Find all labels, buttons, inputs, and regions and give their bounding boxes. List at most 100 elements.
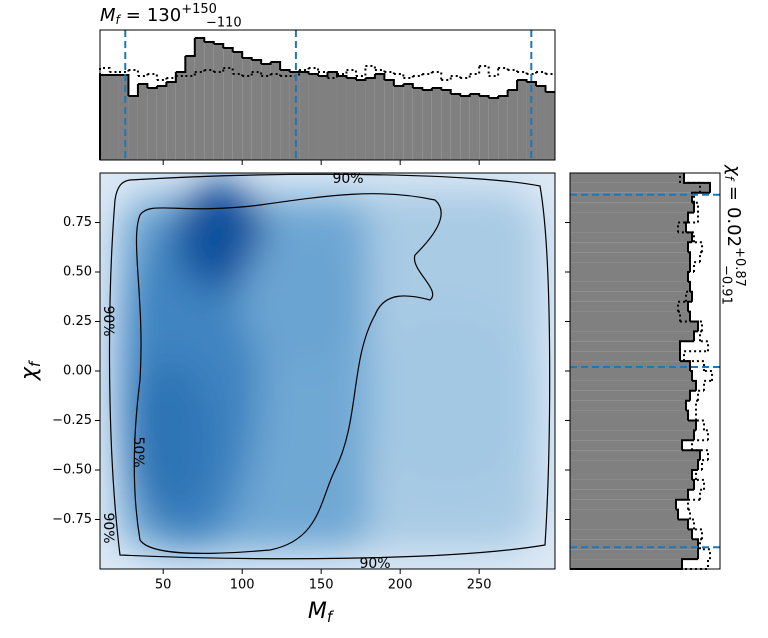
step-dotted — [299, 68, 310, 71]
bar — [570, 311, 690, 322]
step-solid — [682, 449, 701, 461]
step-dotted — [687, 498, 700, 510]
bar — [570, 390, 690, 401]
bar — [261, 64, 271, 160]
bar — [570, 559, 682, 569]
step-solid — [679, 340, 694, 352]
step-dotted — [694, 528, 703, 540]
bar — [109, 75, 119, 160]
step-dotted — [128, 69, 139, 76]
contour-90 — [108, 173, 551, 560]
bar — [223, 48, 233, 160]
bar — [498, 96, 508, 160]
step-dotted — [696, 478, 705, 490]
step-dotted — [384, 71, 395, 74]
bar — [570, 341, 680, 352]
bar — [355, 80, 366, 160]
step-solid — [685, 399, 690, 411]
bar — [393, 86, 404, 160]
bar — [166, 82, 176, 160]
step-solid — [137, 83, 149, 88]
step-dotted — [701, 459, 708, 470]
step-solid — [690, 320, 699, 332]
step-dotted — [166, 76, 177, 79]
y-tick-label: 0.00 — [63, 364, 92, 379]
x-tick-label: 200 — [388, 578, 413, 593]
bar — [346, 78, 356, 160]
step-dotted — [677, 300, 686, 312]
step-dotted — [156, 78, 168, 81]
step-dotted — [699, 488, 704, 500]
step-solid — [403, 83, 414, 88]
step-dotted — [393, 73, 405, 78]
bar — [570, 400, 686, 411]
step-dotted — [697, 389, 704, 401]
step-solid — [156, 82, 168, 87]
step-dotted — [699, 538, 702, 550]
step-dotted — [403, 76, 414, 79]
bar — [384, 80, 394, 160]
title-upper: +0.87 — [733, 247, 748, 287]
step-dotted — [507, 69, 519, 72]
step-solid — [693, 330, 698, 342]
step-dotted — [693, 261, 700, 272]
step-dotted — [488, 68, 500, 77]
bar — [570, 479, 694, 490]
bar — [128, 96, 138, 160]
step-solid — [460, 94, 471, 97]
title-subscript: f — [723, 176, 737, 182]
bar — [570, 509, 678, 520]
step-dotted — [460, 74, 471, 79]
density-map — [100, 173, 555, 569]
bar — [570, 331, 694, 342]
x-label-subscript: f — [327, 608, 335, 626]
step-solid — [693, 429, 696, 441]
step-dotted — [704, 429, 709, 441]
step-solid — [166, 72, 177, 83]
step-dotted — [536, 71, 547, 74]
step-solid — [175, 56, 187, 73]
bar — [450, 94, 461, 160]
step-dotted — [699, 251, 702, 263]
bar — [570, 430, 694, 441]
title-symbol: M — [100, 5, 116, 26]
step-dotted — [450, 75, 462, 78]
step-solid — [441, 89, 452, 94]
bar — [545, 92, 555, 160]
step-solid — [689, 389, 696, 401]
bar — [570, 262, 690, 272]
contour-label: 50% — [130, 436, 146, 467]
bar — [242, 58, 252, 160]
bar — [570, 410, 688, 421]
bar — [431, 88, 442, 160]
step-solid — [355, 78, 367, 81]
step-solid — [213, 43, 225, 48]
bar — [185, 56, 195, 160]
step-dotted — [365, 65, 376, 70]
step-solid — [280, 69, 291, 72]
x-tick-label: 100 — [230, 578, 255, 593]
bar — [570, 499, 676, 510]
bar — [570, 182, 710, 193]
bar — [403, 84, 413, 160]
step-dotted — [696, 419, 705, 431]
step-dotted — [699, 330, 702, 342]
y-tick-label: 0.25 — [63, 314, 92, 329]
contour-label: 90% — [359, 556, 390, 572]
bar — [570, 321, 698, 332]
top-title: Mf = 130+150 — [100, 2, 217, 27]
step-solid — [498, 90, 509, 97]
bar — [194, 38, 205, 160]
top-frame — [99, 29, 556, 161]
bar — [270, 62, 281, 160]
step-dotted — [688, 508, 691, 520]
bar — [175, 72, 186, 160]
step-dotted — [695, 469, 702, 480]
step-solid — [374, 73, 386, 80]
step-solid — [270, 61, 282, 70]
x-tick-label: 50 — [155, 578, 172, 593]
step-solid — [691, 469, 698, 480]
title-relation: = — [126, 5, 141, 26]
bar — [570, 252, 690, 263]
